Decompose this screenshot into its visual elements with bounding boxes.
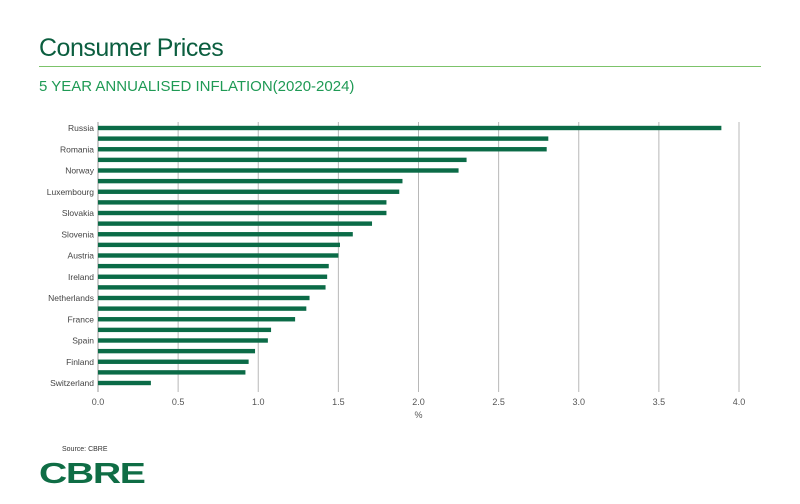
bar (98, 125, 722, 131)
x-axis-label: % (414, 410, 422, 420)
x-tick-label: 1.0 (252, 397, 265, 407)
y-category-label: Netherlands (48, 293, 94, 303)
bar (98, 200, 387, 205)
x-tick-label: 3.0 (572, 397, 585, 407)
y-category-label: Luxembourg (47, 187, 95, 197)
y-category-label: Slovakia (62, 208, 94, 218)
y-category-label: Spain (72, 336, 94, 346)
x-tick-label: 1.5 (332, 397, 345, 407)
y-category-label: Norway (65, 166, 95, 176)
page-title: Consumer Prices (39, 34, 224, 62)
bar (98, 317, 296, 322)
bar (98, 370, 246, 375)
bar (98, 136, 549, 141)
x-tick-label: 0.5 (172, 397, 185, 407)
bar (98, 221, 373, 226)
bar (98, 285, 326, 290)
y-category-label: Ireland (68, 272, 94, 282)
bar (98, 147, 547, 152)
y-category-label: Russia (68, 123, 94, 133)
y-category-label: Romania (60, 144, 94, 154)
y-category-label: Finland (66, 357, 94, 367)
bar (98, 242, 340, 248)
title-divider (39, 66, 761, 67)
y-category-label: Switzerland (50, 378, 94, 388)
x-tick-label: 0.0 (92, 397, 105, 407)
bar (98, 306, 307, 311)
bar (98, 338, 268, 343)
x-tick-label: 2.0 (412, 397, 425, 407)
bar (98, 359, 249, 364)
cbre-logo: CBRE (39, 458, 146, 490)
bar (98, 178, 403, 184)
bar (98, 157, 467, 163)
x-tick-label: 4.0 (733, 397, 746, 407)
source-note: Source: CBRE (62, 446, 108, 453)
bar (98, 327, 272, 333)
x-tick-label: 3.5 (653, 397, 666, 407)
bar (98, 380, 151, 386)
chart-subtitle: 5 YEAR ANNUALISED INFLATION(2020-2024) (39, 78, 355, 95)
bar (98, 263, 329, 269)
bar (98, 253, 339, 258)
y-category-label: Austria (68, 251, 95, 261)
y-category-label: France (68, 314, 95, 324)
bar (98, 274, 328, 279)
y-category-label: Slovenia (61, 229, 94, 239)
bar (98, 232, 353, 237)
bar (98, 189, 400, 194)
bar (98, 210, 387, 216)
bar (98, 168, 459, 173)
bar (98, 348, 256, 354)
x-tick-label: 2.5 (492, 397, 505, 407)
bar (98, 295, 310, 301)
